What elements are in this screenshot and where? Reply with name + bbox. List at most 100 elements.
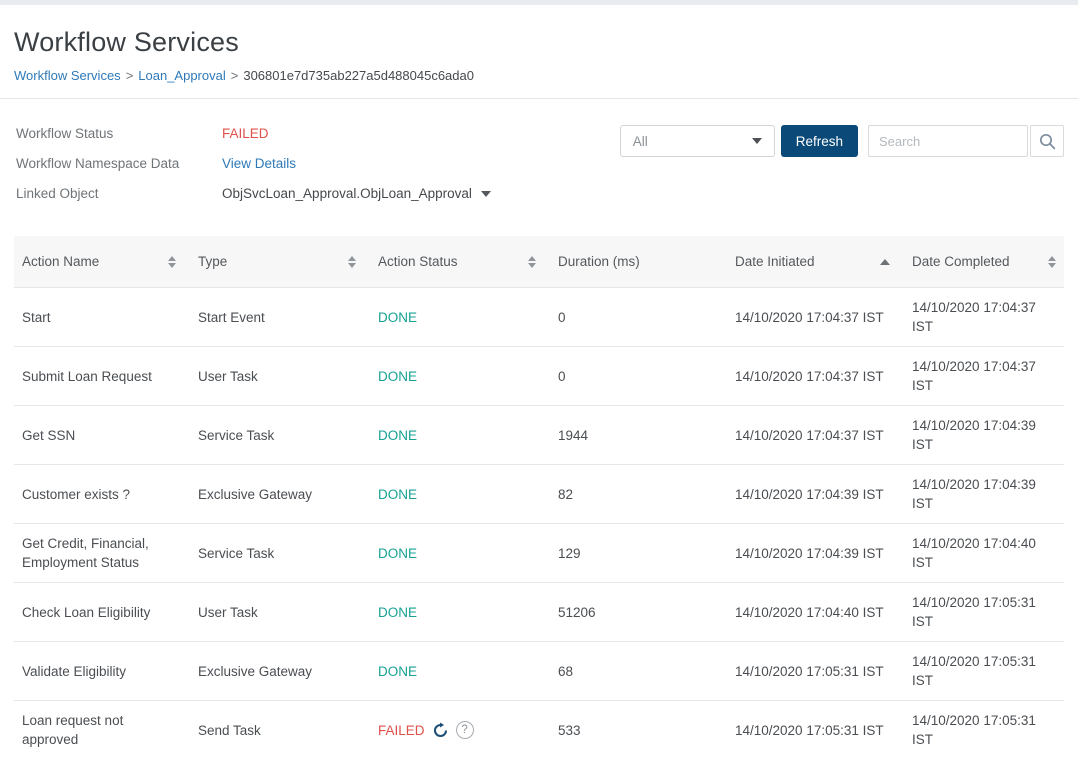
sort-icon <box>1048 255 1056 268</box>
date-initiated-cell: 14/10/2020 17:04:39 IST <box>735 486 884 502</box>
status-badge: DONE <box>378 604 418 620</box>
column-header-label: Duration (ms) <box>558 254 640 269</box>
date-initiated-cell: 14/10/2020 17:04:37 IST <box>735 309 884 325</box>
column-header-date-completed[interactable]: Date Completed <box>904 236 1064 287</box>
sort-up-arrow-icon <box>168 255 176 261</box>
help-icon[interactable]: ? <box>455 721 474 739</box>
detail-value-workflow-namespace-data[interactable]: View Details <box>222 155 491 172</box>
magnifier-icon <box>1039 133 1055 149</box>
table-row: Loan request not approved Send Task FAILED… <box>14 701 1064 759</box>
date-completed-cell: 14/10/2020 17:04:39 IST <box>912 477 1036 511</box>
date-completed-cell: 14/10/2020 17:05:31 IST <box>912 713 1036 747</box>
table-row: Check Loan Eligibility User Task DONE 51206… <box>14 583 1064 642</box>
sort-down-arrow-icon <box>528 262 536 268</box>
duration-cell: 0 <box>558 368 566 384</box>
column-header-action-status[interactable]: Action Status <box>370 236 550 287</box>
refresh-button[interactable]: Refresh <box>780 125 858 157</box>
action-status-cell: DONE <box>370 298 550 337</box>
table-row: Submit Loan Request User Task DONE 0 14/10/2… <box>14 347 1064 406</box>
details-bar: Workflow Status FAILED Workflow Namespace … <box>0 99 1078 202</box>
action-status-cell: DONE <box>370 593 550 632</box>
column-header-label: Action Status <box>378 254 458 269</box>
filter-dropdown[interactable]: All <box>619 125 775 157</box>
detail-value-text: View Details <box>222 156 297 171</box>
type-cell: Send Task <box>198 722 261 738</box>
chevron-down-icon <box>480 190 491 197</box>
action-name-cell: Loan request not approved <box>22 713 124 747</box>
detail-value-linked-object[interactable]: ObjSvcLoan_Approval.ObjLoan_Approval <box>222 185 491 202</box>
detail-label-linked-object: Linked Object <box>16 186 99 201</box>
column-header-date-initiated[interactable]: Date Initiated <box>727 236 904 287</box>
filter-dropdown-value: All <box>632 133 648 149</box>
sort-up-arrow-icon <box>348 255 356 261</box>
status-badge: DONE <box>378 486 418 502</box>
date-completed-cell: 14/10/2020 17:04:39 IST <box>912 418 1036 452</box>
workflow-details: Workflow Status FAILED Workflow Namespace … <box>16 125 491 202</box>
column-header-label: Action Name <box>22 254 100 269</box>
sort-icon <box>528 255 536 268</box>
status-badge: FAILED <box>378 722 425 738</box>
table-row: Get Credit, Financial, Employment Status… <box>14 524 1064 583</box>
retry-icon[interactable] <box>432 722 449 739</box>
sort-icon <box>348 255 356 268</box>
breadcrumb-separator: > <box>125 68 134 83</box>
duration-cell: 82 <box>558 486 574 502</box>
sort-up-arrow-icon <box>1048 255 1056 261</box>
detail-label-workflow-status: Workflow Status <box>16 126 114 141</box>
date-completed-cell: 14/10/2020 17:04:40 IST <box>912 536 1036 570</box>
detail-value-workflow-status: FAILED <box>222 125 491 142</box>
chevron-down-icon <box>751 138 762 144</box>
duration-cell: 68 <box>558 663 574 679</box>
detail-label-workflow-namespace-data: Workflow Namespace Data <box>16 156 180 171</box>
action-status-cell: DONE <box>370 416 550 455</box>
sort-down-arrow-icon <box>168 262 176 268</box>
search-input[interactable] <box>868 125 1028 157</box>
duration-cell: 51206 <box>558 604 596 620</box>
breadcrumb: Workflow Services > Loan_Approval >306801e7… <box>14 67 1064 84</box>
date-completed-cell: 14/10/2020 17:05:31 IST <box>912 595 1036 629</box>
status-badge: DONE <box>378 663 418 679</box>
detail-value-text: FAILED <box>222 126 269 141</box>
action-status-cell: DONE <box>370 357 550 396</box>
date-initiated-cell: 14/10/2020 17:05:31 IST <box>735 722 884 738</box>
type-cell: Exclusive Gateway <box>198 486 313 502</box>
date-completed-cell: 14/10/2020 17:04:37 IST <box>912 359 1036 393</box>
type-cell: User Task <box>198 368 258 384</box>
column-header-type[interactable]: Type <box>190 236 370 287</box>
date-initiated-cell: 14/10/2020 17:04:40 IST <box>735 604 884 620</box>
sort-down-arrow-icon <box>1048 262 1056 268</box>
column-header-label: Type <box>198 254 228 269</box>
status-badge: DONE <box>378 427 418 443</box>
page-title: Workflow Services <box>14 27 239 57</box>
action-status-cell: DONE <box>370 534 550 573</box>
column-header-duration-ms[interactable]: Duration (ms) <box>550 236 727 287</box>
breadcrumb-item-306801e7d735ab227a5d4880: 306801e7d735ab227a5d488045c6ada0 <box>243 68 474 83</box>
top-accent-strip <box>0 0 1078 5</box>
action-name-cell: Customer exists ? <box>22 486 131 502</box>
breadcrumb-item-loan-approval[interactable]: Loan_Approval <box>138 68 226 83</box>
date-completed-cell: 14/10/2020 17:05:31 IST <box>912 654 1036 688</box>
sort-up-arrow-icon <box>528 255 536 261</box>
action-name-cell: Submit Loan Request <box>22 368 152 384</box>
search-button[interactable] <box>1030 125 1064 157</box>
column-header-action-name[interactable]: Action Name <box>14 236 190 287</box>
sort-icon <box>168 255 176 268</box>
duration-cell: 129 <box>558 545 581 561</box>
table-row: Get SSN Service Task DONE 1944 14/10/2020 17… <box>14 406 1064 465</box>
table-header-row: Action Name Type Action Status Duration (ms… <box>14 236 1064 288</box>
table-row: Validate Eligibility Exclusive Gateway DON… <box>14 642 1064 701</box>
table-row: Start Start Event DONE 0 14/10/2020 17:04:37… <box>14 288 1064 347</box>
breadcrumb-item-workflow-services[interactable]: Workflow Services <box>14 68 121 83</box>
status-badge: DONE <box>378 368 418 384</box>
type-cell: Service Task <box>198 545 275 561</box>
table-row: Customer exists ? Exclusive Gateway DONE 82… <box>14 465 1064 524</box>
action-status-cell: FAILED? <box>370 711 550 750</box>
date-initiated-cell: 14/10/2020 17:04:39 IST <box>735 545 884 561</box>
action-status-cell: DONE <box>370 652 550 691</box>
action-name-cell: Validate Eligibility <box>22 663 127 679</box>
type-cell: Service Task <box>198 427 275 443</box>
table-controls: All Refresh <box>619 125 1064 157</box>
type-cell: Start Event <box>198 309 265 325</box>
column-header-label: Date Initiated <box>735 254 815 269</box>
breadcrumb-separator: > <box>230 68 239 83</box>
